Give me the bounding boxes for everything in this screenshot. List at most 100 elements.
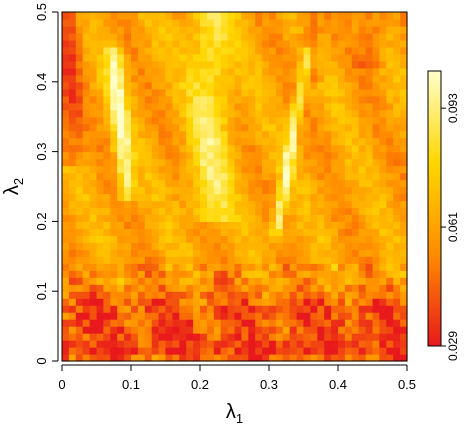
heatmap-cell (234, 256, 242, 264)
heatmap-cell (193, 256, 201, 264)
heatmap-cell (186, 137, 194, 146)
heatmap-cell (255, 116, 263, 125)
heatmap-cell (344, 179, 353, 188)
heatmap-cell (131, 12, 139, 20)
heatmap-cell (386, 186, 394, 195)
heatmap-cell (186, 256, 194, 264)
heatmap-cell (365, 242, 374, 250)
heatmap-cell (303, 242, 311, 250)
heatmap-cell (193, 200, 201, 209)
heatmap-cell (96, 228, 104, 236)
heatmap-cell (172, 249, 180, 257)
heatmap-cell (193, 179, 201, 188)
heatmap-cell (310, 81, 318, 90)
heatmap-cell (379, 249, 387, 257)
heatmap-cell (62, 60, 70, 69)
heatmap-cell (158, 81, 167, 90)
heatmap-cell (186, 81, 194, 90)
heatmap-cell (131, 116, 139, 125)
heatmap-cell (386, 319, 394, 327)
heatmap-cell (117, 221, 125, 229)
heatmap-cell (241, 340, 249, 348)
heatmap-cell (351, 46, 360, 55)
heatmap-cell (393, 186, 401, 195)
heatmap-cell (400, 95, 408, 104)
heatmap-cell (324, 179, 332, 188)
heatmap-cell (172, 179, 180, 188)
heatmap-cell (124, 333, 132, 341)
heatmap-cell (351, 284, 360, 292)
heatmap-cell (234, 333, 242, 341)
heatmap-cell (75, 102, 84, 111)
heatmap-cell (393, 249, 401, 257)
heatmap-cell (144, 207, 153, 216)
heatmap-cell (379, 109, 387, 118)
heatmap-cell (379, 221, 387, 229)
heatmap-cell (165, 18, 173, 27)
heatmap-cell (172, 95, 180, 104)
heatmap-cell (255, 326, 263, 334)
heatmap-cell (324, 109, 332, 118)
heatmap-cell (372, 165, 380, 174)
heatmap-cell (227, 123, 236, 132)
heatmap-cell (351, 319, 360, 327)
heatmap-cell (206, 172, 215, 181)
heatmap-cell (344, 298, 353, 306)
heatmap-cell (269, 18, 277, 27)
heatmap-cell (275, 200, 284, 209)
heatmap-cell (372, 214, 380, 222)
heatmap-cell (165, 179, 173, 188)
heatmap-cell (358, 193, 367, 202)
heatmap-cell (365, 74, 374, 83)
heatmap-cell (193, 326, 201, 334)
heatmap-cell (296, 305, 305, 313)
heatmap-cell (200, 214, 208, 222)
heatmap-cell (89, 249, 98, 257)
heatmap-cell (275, 158, 284, 167)
heatmap-cell (179, 221, 187, 229)
heatmap-cell (62, 221, 70, 229)
heatmap-cell (255, 277, 263, 285)
heatmap-cell (379, 144, 387, 153)
heatmap-cell (372, 298, 380, 306)
heatmap-cell (400, 235, 408, 243)
heatmap-cell (393, 242, 401, 250)
heatmap-cell (206, 109, 215, 118)
heatmap-cell (172, 53, 180, 62)
heatmap-cell (296, 123, 305, 132)
heatmap-cell (358, 214, 367, 222)
heatmap-cell (338, 109, 346, 118)
heatmap-cell (151, 12, 160, 20)
heatmap-cell (282, 158, 291, 167)
heatmap-cell (324, 277, 332, 285)
heatmap-cell (68, 263, 77, 271)
heatmap-cell (75, 123, 84, 132)
heatmap-cell (82, 12, 91, 20)
heatmap-cell (193, 193, 201, 202)
heatmap-cell (234, 151, 242, 160)
heatmap-cell (193, 305, 201, 313)
heatmap-cell (179, 256, 187, 264)
heatmap-cell (151, 179, 160, 188)
heatmap-cell (186, 102, 194, 111)
heatmap-cell (331, 242, 339, 250)
heatmap-cell (110, 179, 118, 188)
heatmap-cell (206, 228, 215, 236)
heatmap-cell (103, 193, 111, 202)
heatmap-cell (248, 347, 256, 355)
heatmap-cell (89, 172, 98, 181)
heatmap-cell (296, 284, 305, 292)
heatmap-cell (151, 354, 160, 362)
heatmap-cell (68, 228, 77, 236)
heatmap-cell (289, 270, 298, 278)
heatmap-cell (62, 291, 70, 299)
heatmap-cell (68, 102, 77, 111)
heatmap-cell (172, 102, 180, 111)
heatmap-cell (179, 144, 187, 153)
heatmap-cell (262, 109, 270, 118)
heatmap-cell (275, 102, 284, 111)
heatmap-cell (220, 333, 229, 341)
heatmap-cell (117, 228, 125, 236)
heatmap-cell (200, 291, 208, 299)
heatmap-cell (89, 305, 98, 313)
